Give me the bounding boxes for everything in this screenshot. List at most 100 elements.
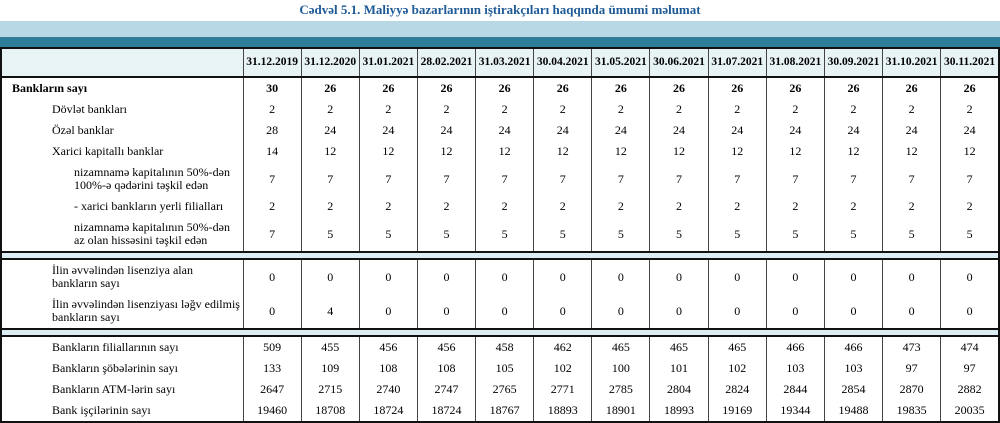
- table-cell: 19169: [707, 400, 767, 422]
- table-cell: 2: [649, 99, 709, 120]
- table-cell: 133: [242, 358, 302, 379]
- row-label: Bankların sayı: [12, 81, 88, 95]
- table-cell: 509: [242, 336, 302, 358]
- table-cell: 24: [300, 120, 360, 141]
- column-header-date: 30.09.2021: [823, 48, 883, 78]
- table-cell: 2: [823, 196, 883, 217]
- table-cell: 2: [358, 99, 418, 120]
- table-cell: 102: [533, 358, 592, 379]
- table-cell: 12: [882, 141, 941, 162]
- table-cell: 2: [475, 196, 534, 217]
- table-cell: 0: [300, 259, 360, 294]
- table-cell: 0: [882, 294, 941, 329]
- table-cell: 103: [765, 358, 825, 379]
- table-cell: 2747: [416, 379, 476, 400]
- column-header-date: 31.01.2021: [358, 48, 418, 78]
- section-separator-band: [1, 328, 999, 337]
- column-header-date: 31.12.2020: [300, 48, 360, 78]
- table-cell: 28: [242, 120, 302, 141]
- table-cell: 20035: [940, 400, 999, 422]
- table-cell: 5: [591, 217, 650, 252]
- table-cell: 0: [591, 259, 650, 294]
- column-header-date: 28.02.2021: [416, 48, 476, 78]
- table-cell: 7: [765, 162, 825, 196]
- table-cell: 5: [707, 217, 767, 252]
- row-label: nizamnamə kapitalının 50%-dən 100%-ə qəd…: [74, 165, 230, 192]
- table-cell: 26: [882, 77, 941, 99]
- table-cell: 456: [416, 336, 476, 358]
- table-cell: 18901: [591, 400, 650, 422]
- table-cell: 97: [940, 358, 999, 379]
- decorative-band-light: [0, 21, 1000, 37]
- table-cell: 0: [940, 259, 999, 294]
- table-cell: 26: [358, 77, 418, 99]
- column-header-date: 30.04.2021: [533, 48, 592, 78]
- table-cell: 7: [649, 162, 709, 196]
- table-cell: 26: [707, 77, 767, 99]
- row-label: - xarici bankların yerli filialları: [74, 199, 224, 213]
- table-cell: 2: [533, 196, 592, 217]
- table-cell: 24: [823, 120, 883, 141]
- table-cell: 2: [416, 99, 476, 120]
- table-cell: 5: [358, 217, 418, 252]
- section-separator: [1, 328, 999, 337]
- table-cell: 18724: [416, 400, 476, 422]
- table-header: 31.12.2019 31.12.2020 31.01.2021 28.02.2021…: [1, 48, 999, 78]
- table-cell: 26: [823, 77, 883, 99]
- table-cell: 103: [823, 358, 883, 379]
- table-cell: 7: [940, 162, 999, 196]
- table-cell: 2: [416, 196, 476, 217]
- table-cell: 24: [649, 120, 709, 141]
- table-cell: 5: [940, 217, 999, 252]
- table-cell: 465: [591, 336, 650, 358]
- table-cell: 12: [475, 141, 534, 162]
- table-cell: 5: [475, 217, 534, 252]
- table-cell: 2: [358, 196, 418, 217]
- table-cell: 473: [882, 336, 941, 358]
- table-cell: 0: [416, 294, 476, 329]
- row-label: Bankların ATM-lərin sayı: [52, 382, 176, 396]
- column-header-date: 30.06.2021: [649, 48, 709, 78]
- table-cell: 18993: [649, 400, 709, 422]
- table-cell: 458: [475, 336, 534, 358]
- table-cell: 12: [649, 141, 709, 162]
- table-cell: 2771: [533, 379, 592, 400]
- table-cell: 0: [649, 259, 709, 294]
- table-cell: 18893: [533, 400, 592, 422]
- column-header-date: 30.11.2021: [940, 48, 999, 78]
- table-cell: 26: [940, 77, 999, 99]
- table-cell: 19488: [823, 400, 883, 422]
- table-cell: 24: [882, 120, 941, 141]
- table-cell: 2: [765, 196, 825, 217]
- table-cell: 5: [649, 217, 709, 252]
- table-cell: 18724: [358, 400, 418, 422]
- table-cell: 7: [707, 162, 767, 196]
- table-cell: 0: [533, 294, 592, 329]
- table-cell: 19344: [765, 400, 825, 422]
- table-cell: 14: [242, 141, 302, 162]
- table-row: Bankların filiallarının sayı 509 455 456 456…: [1, 336, 999, 358]
- row-label: nizamnamə kapitalının 50%-dən az olan hi…: [74, 220, 230, 247]
- table-row: Xarici kapitallı banklar 14 12 12 12 12 12 12 12…: [1, 141, 999, 162]
- table-cell: 5: [416, 217, 476, 252]
- table-cell: 0: [358, 294, 418, 329]
- table-cell: 24: [358, 120, 418, 141]
- table-cell: 26: [300, 77, 360, 99]
- table-cell: 2647: [242, 379, 302, 400]
- column-header-date: 31.12.2019: [242, 48, 302, 78]
- table-cell: 2: [533, 99, 592, 120]
- table-cell: 2: [707, 99, 767, 120]
- table-cell: 7: [358, 162, 418, 196]
- page-title: Cədvəl 5.1. Maliyyə bazarlarının iştirak…: [299, 2, 701, 17]
- table-cell: 26: [591, 77, 650, 99]
- table-body: Bankların sayı 30 26 26 26 26 26 26 26 26 26 26 26 26…: [1, 77, 999, 422]
- table-cell: 12: [940, 141, 999, 162]
- table-cell: 465: [649, 336, 709, 358]
- table-cell: 5: [823, 217, 883, 252]
- table-cell: 2765: [475, 379, 534, 400]
- table-cell: 2: [591, 196, 650, 217]
- table-cell: 456: [358, 336, 418, 358]
- table-row: Dövlət bankları 2 2 2 2 2 2 2 2 2 2 2 2 2: [1, 99, 999, 120]
- table-cell: 0: [649, 294, 709, 329]
- table-cell: 19835: [882, 400, 941, 422]
